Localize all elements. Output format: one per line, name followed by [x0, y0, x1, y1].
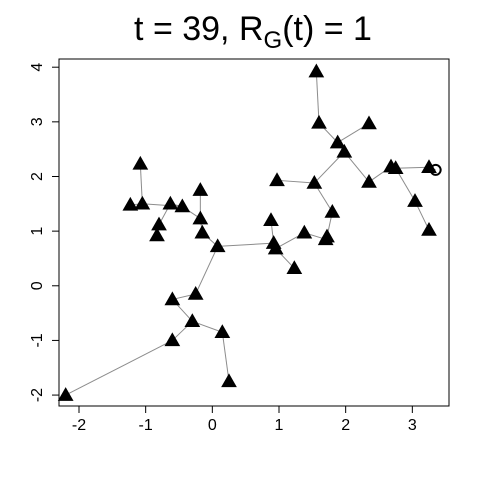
node-triangle	[267, 240, 284, 255]
node-triangle	[308, 63, 325, 78]
node-triangle	[296, 224, 313, 239]
node-triangle	[361, 173, 377, 188]
x-tick-label: 2	[341, 417, 350, 434]
y-tick-label: -1	[29, 333, 46, 347]
node-triangle	[164, 332, 181, 347]
node-triangle	[192, 210, 209, 225]
node-triangle	[214, 324, 231, 338]
chart-title-prefix: t = 39, R	[134, 10, 263, 48]
x-tick-label: 0	[208, 417, 217, 434]
node-triangle	[269, 172, 285, 187]
edges	[65, 71, 436, 396]
node-triangle	[319, 228, 335, 243]
node-triangle	[311, 114, 327, 129]
node-triangle	[336, 143, 353, 158]
plot-frame	[58, 58, 450, 407]
edge-line	[217, 242, 274, 247]
y-tick-label: 2	[29, 172, 46, 181]
chart-title: t = 39, RG(t) = 1	[134, 10, 372, 54]
edge-line	[395, 166, 430, 169]
node-triangle	[187, 285, 204, 300]
axes: -2 -1 0 1 2 3 -2 -1 0 1 2 3 4	[29, 63, 417, 434]
x-tick-label: -1	[139, 417, 153, 434]
node-triangle	[324, 204, 341, 218]
x-tick-label: -2	[72, 417, 86, 434]
node-triangle	[122, 196, 139, 211]
y-tick-label: 1	[29, 227, 46, 236]
edge-line	[195, 246, 219, 295]
node-triangle	[151, 216, 167, 231]
node-triangle	[132, 155, 149, 170]
node-triangle	[361, 115, 377, 130]
node-triangle	[209, 238, 226, 253]
node-triangle	[192, 182, 209, 196]
edge-line	[315, 71, 320, 123]
node-triangle	[286, 260, 303, 275]
node-triangle	[174, 198, 191, 213]
chart-title-subscript: G	[264, 27, 283, 54]
node-triangle	[387, 160, 404, 175]
node-triangle	[162, 195, 179, 210]
node-triangle	[184, 313, 201, 328]
node-triangle	[221, 373, 237, 388]
node-triangle	[134, 195, 151, 210]
node-triangle	[57, 387, 74, 401]
nodes	[57, 63, 442, 401]
edge-line	[276, 179, 315, 184]
node-triangle	[421, 222, 437, 236]
current-node-circle	[429, 163, 442, 176]
edge-line	[65, 339, 173, 396]
y-tick-label: 3	[29, 117, 46, 126]
y-tick-label: 0	[29, 281, 46, 290]
node-triangle	[407, 193, 423, 207]
y-tick-label: 4	[29, 63, 46, 72]
node-triangle	[329, 134, 346, 149]
node-triangle	[164, 291, 181, 306]
node-triangle	[306, 175, 323, 189]
edge-line	[221, 332, 230, 382]
y-tick-label: -2	[29, 388, 46, 402]
x-tick-label: 3	[408, 417, 417, 434]
node-triangle	[149, 227, 165, 242]
node-triangle	[194, 224, 211, 239]
node-triangle	[263, 212, 279, 226]
x-tick-label: 1	[275, 417, 284, 434]
chart-title-suffix: (t) = 1	[282, 10, 372, 48]
